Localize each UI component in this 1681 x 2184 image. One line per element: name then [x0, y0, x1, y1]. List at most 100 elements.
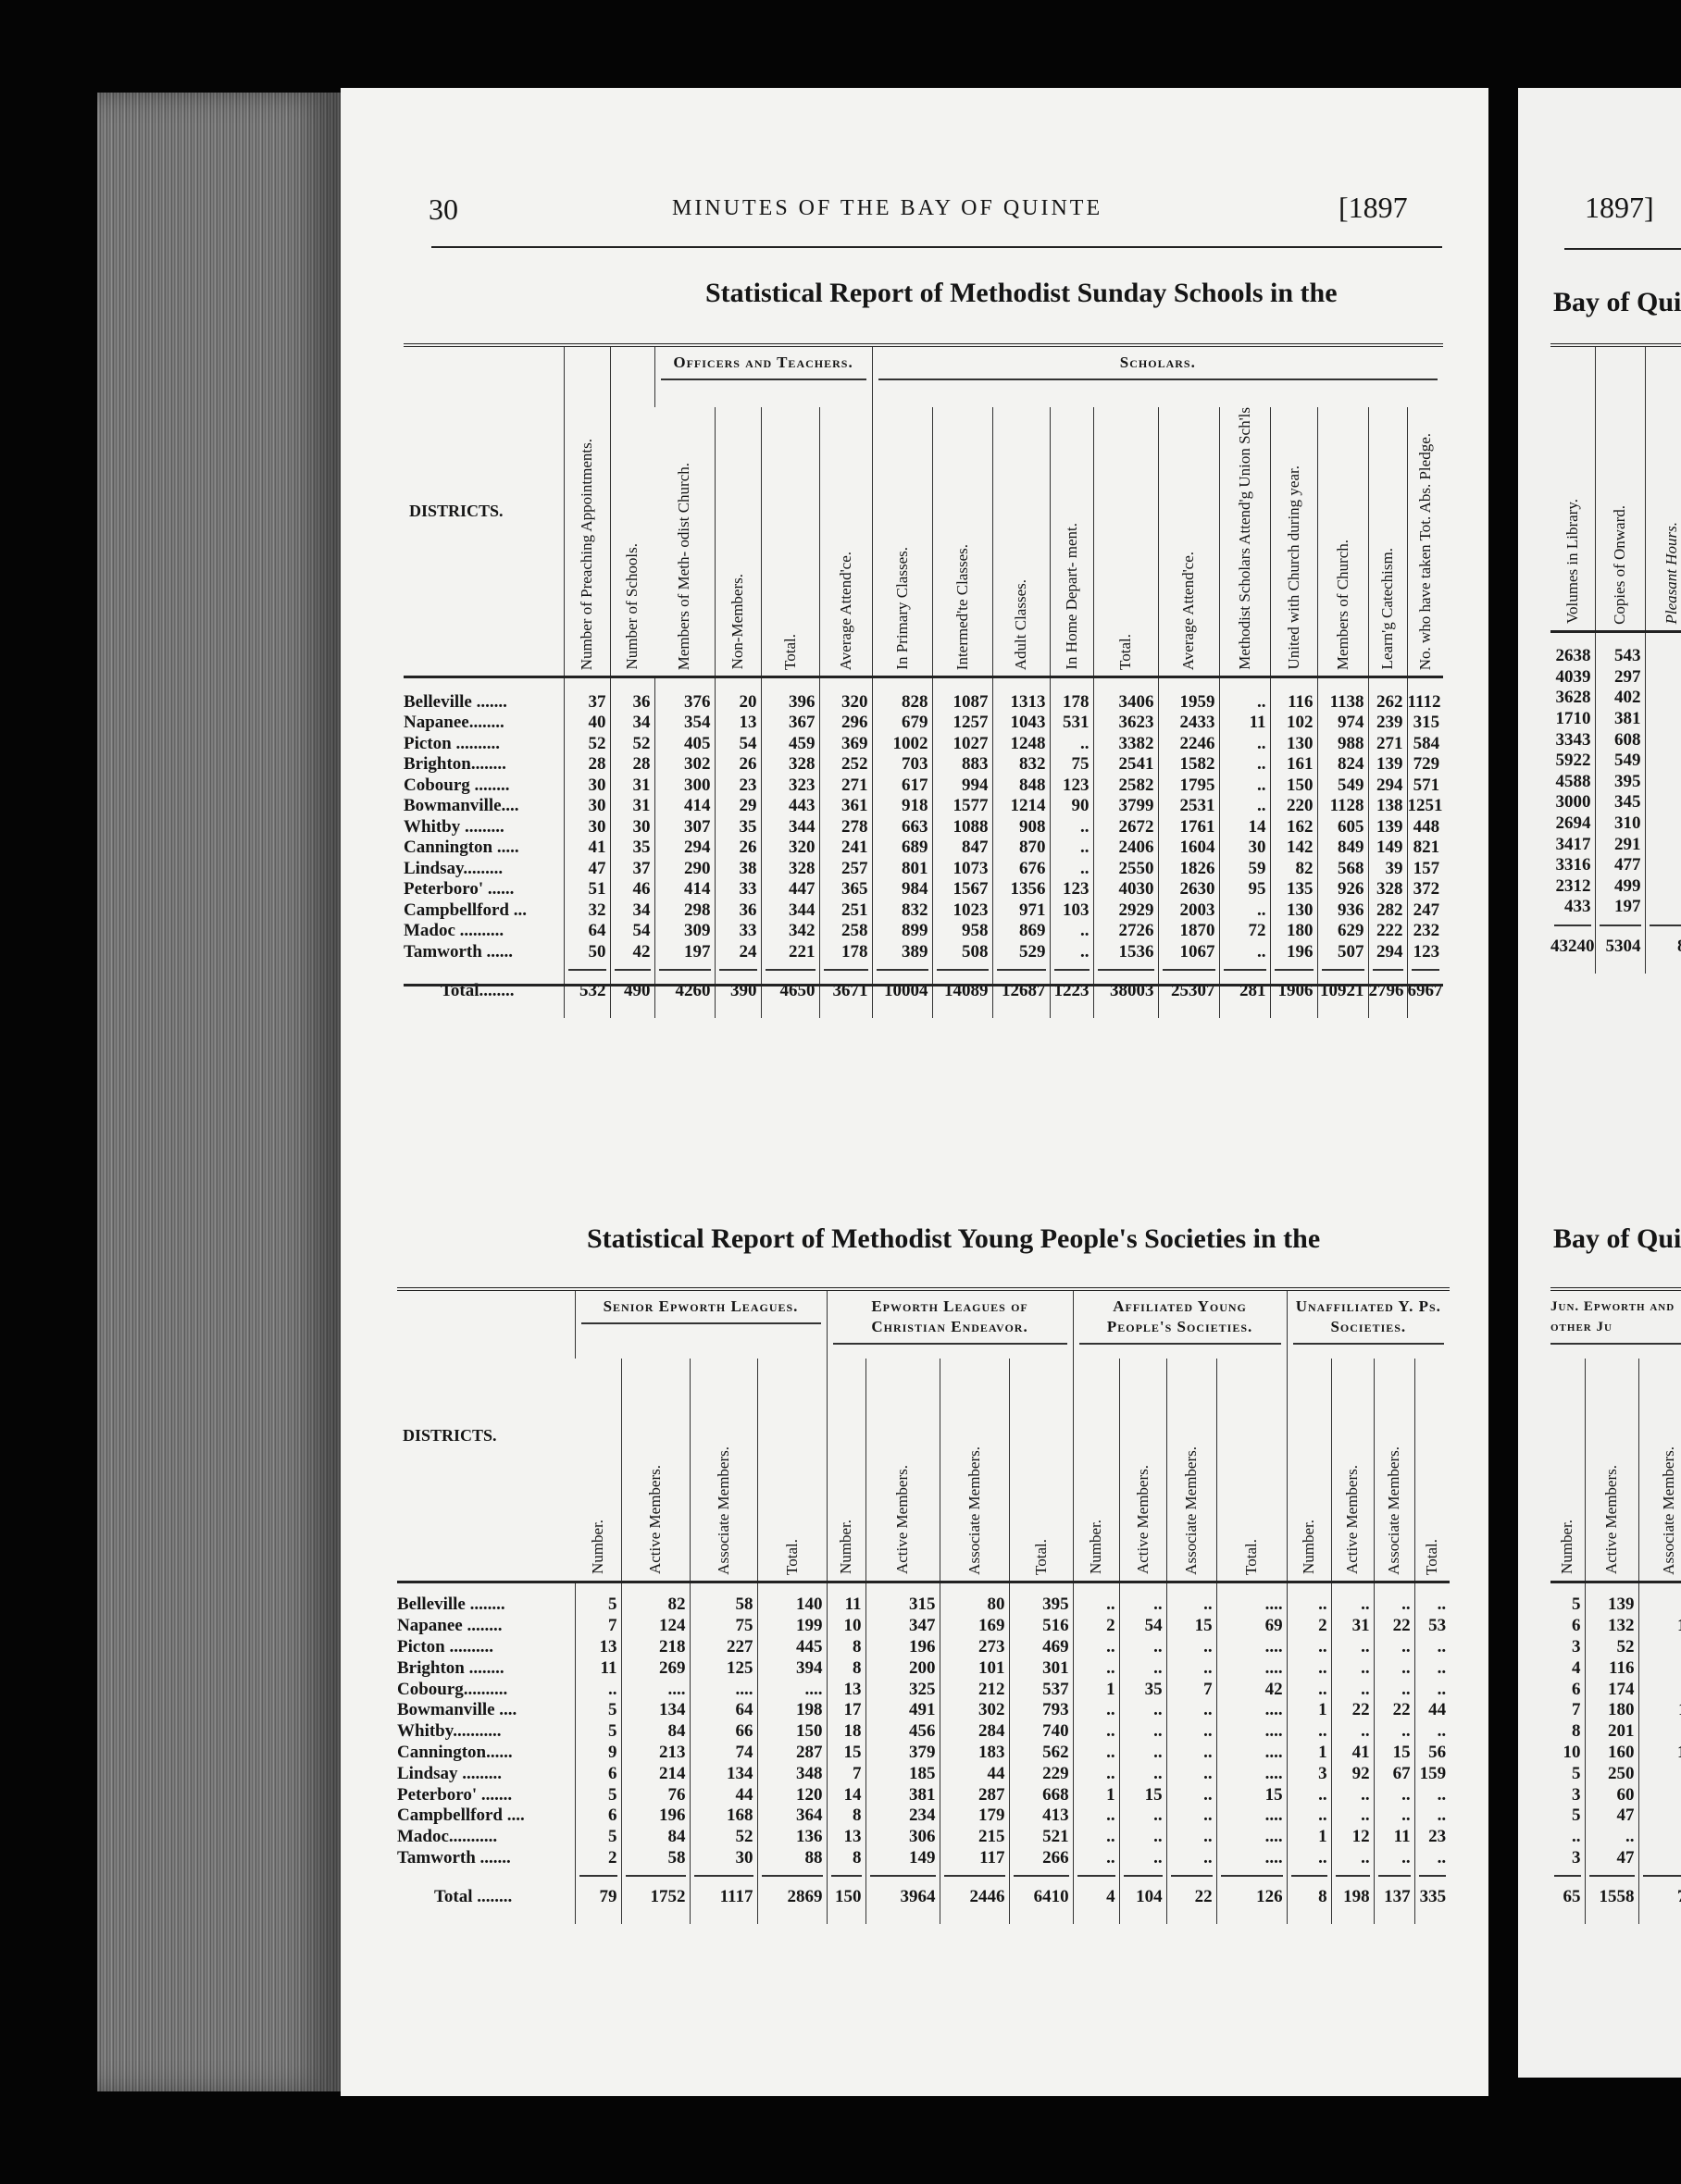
table-cell: 23 [714, 775, 761, 796]
table-cell: 414 [654, 795, 715, 817]
table-cell: 608 [1594, 729, 1645, 751]
table-cell: .. [1165, 1784, 1217, 1806]
district-name: Lindsay......... [404, 858, 504, 878]
table-cell: 3 [1644, 897, 1681, 918]
table-row: Lindsay ......... 6 214 134 348 7 185 44 229....… [397, 1763, 1451, 1785]
table-cell: 185 [865, 1763, 940, 1785]
table-cell: 139 [1584, 1595, 1638, 1616]
table-cell: 1067 [1157, 941, 1220, 962]
column-header-text: Learn'g Catechism. [1378, 548, 1397, 670]
column-header: Active Members. [1330, 1359, 1375, 1582]
table-row: Bowmanville.... 30 31 414 29 443 361 918 1577 121… [404, 795, 1444, 817]
table-cell: .. [1373, 1657, 1415, 1680]
table-cell: 1002 [871, 733, 933, 754]
table-cell: .... [1215, 1805, 1288, 1827]
spacer-cell [1049, 676, 1094, 692]
table-cell: 364 [756, 1805, 828, 1827]
total-separator [574, 1868, 621, 1884]
spacer-cell [1644, 960, 1681, 974]
table-cell: 58 [689, 1595, 757, 1616]
total-label: Total........ [441, 980, 515, 1000]
total-separator [1092, 962, 1159, 977]
table-cell: 413 [1008, 1805, 1074, 1827]
table-cell: 1870 [1157, 920, 1220, 942]
group-label: Senior Epworth Leagues. [580, 1297, 821, 1324]
spacer-cell [865, 1582, 940, 1595]
table-cell: 849 [1316, 837, 1369, 859]
table-cell: 215 [939, 1826, 1010, 1848]
table-row: 41164 [1550, 1657, 1681, 1680]
total-cell: 43240 [1550, 936, 1595, 956]
table-cell: 123 [1049, 775, 1094, 796]
table-cell: 344 [760, 816, 819, 838]
table-cell: 793 [1008, 1699, 1074, 1721]
total-label: Total ........ [434, 1887, 513, 1907]
table-cell: .... [1215, 1847, 1288, 1869]
total-cell: 14089 [931, 976, 993, 1005]
spacer-cell [397, 1582, 575, 1595]
column-header-text: Intermed'te Classes. [953, 543, 971, 670]
table-cell: 291 [1594, 834, 1645, 855]
district-name: Peterboro' ....... [397, 1784, 513, 1805]
column-header-text: Total. [1031, 1538, 1050, 1575]
table-cell: 13 [714, 712, 761, 734]
column-header-text: Associate Members. [1182, 1446, 1201, 1575]
table-row: Lindsay......... 47 37 290 38 328 257 801 1073 67… [404, 858, 1444, 879]
table-row: 23124997 [1550, 875, 1681, 898]
column-header: Associate Members. [1373, 1359, 1415, 1582]
total-cell: 137 [1373, 1883, 1415, 1912]
table-cell: 848 [991, 775, 1051, 796]
page-year: [1897 [1339, 191, 1408, 224]
total-separator [1330, 1868, 1375, 1884]
table-cell: 2 [574, 1847, 621, 1869]
table-cell: 33 [714, 878, 761, 900]
column-header: United with Church during year. [1269, 407, 1318, 677]
table-cell: .... [1215, 1826, 1288, 1848]
table-cell: 1826 [1157, 858, 1220, 879]
table-cell: 220 [1269, 795, 1318, 817]
table-cell: .... [689, 1679, 757, 1700]
district-name: Picton .......... [404, 733, 500, 753]
table-cell: 402 [1594, 688, 1645, 709]
table-row: ...... [1550, 1826, 1681, 1848]
spacer-cell [865, 1911, 940, 1925]
column-header: Total. [760, 407, 819, 677]
table-cell: .. [1165, 1826, 1217, 1848]
total-separator [609, 962, 654, 977]
group-label: Officers and Teachers. [660, 353, 866, 380]
table-cell: .. [1330, 1636, 1375, 1658]
table-cell: 562 [1008, 1742, 1074, 1764]
table-cell: 7 [1644, 666, 1681, 689]
total-cell: 1752 [620, 1883, 690, 1912]
total-cell: 1906 [1269, 976, 1318, 1005]
table-cell: 918 [871, 795, 933, 817]
table-cell: 5 [574, 1699, 621, 1721]
table-cell: 4039 [1555, 666, 1591, 687]
table-cell: 3 [1637, 1636, 1681, 1658]
spacer-cell [1008, 1582, 1074, 1595]
column-header-text: Average Attend'ce. [1179, 551, 1198, 670]
table-cell: 10 [1563, 1742, 1581, 1762]
table-cell: 8 [1572, 1721, 1581, 1742]
table-cell: 4 [1644, 792, 1681, 813]
table-row: Picton .......... 13 218 227 445 8 196 273 469..… [397, 1636, 1451, 1658]
table-cell: .. [1072, 1699, 1120, 1721]
table-cell: 508 [931, 941, 993, 962]
table-cell: .. [1049, 816, 1094, 838]
table-cell: 342 [760, 920, 819, 942]
table-cell: 3 [1286, 1763, 1332, 1785]
table-cell: .. [1118, 1657, 1167, 1680]
total-cell: 12687 [991, 976, 1051, 1005]
total-separator [871, 962, 933, 977]
table-cell: 252 [818, 753, 873, 776]
table-cell: 38 [714, 858, 761, 879]
total-cell: 198 [1330, 1883, 1375, 1912]
table-cell: 180 [1269, 920, 1318, 942]
table-cell: 4 [1637, 1679, 1681, 1700]
column-header-text: Associate Members. [965, 1446, 983, 1575]
table-cell: .. [1165, 1657, 1217, 1680]
spacer-cell [404, 1005, 564, 1018]
total-separator [865, 1868, 940, 1884]
table-cell: .. [1330, 1847, 1375, 1869]
table-cell: 8 [1644, 750, 1681, 772]
